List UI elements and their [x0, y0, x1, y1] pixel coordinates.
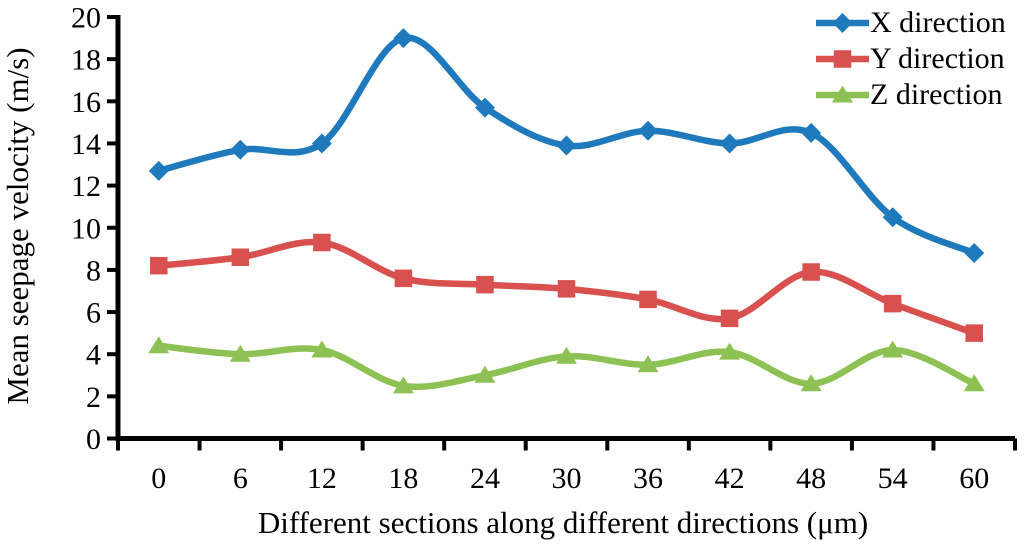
legend-label-z-direction: Z direction — [870, 78, 1003, 111]
series-y-direction-marker — [313, 233, 331, 252]
y-tick-label: 18 — [71, 44, 101, 77]
series-z-direction-marker — [719, 342, 741, 360]
legend-sample-z-direction-icon — [816, 85, 869, 103]
series-z-direction-marker — [963, 374, 985, 392]
series-z-direction-marker — [637, 355, 659, 373]
series-y-direction-marker — [883, 294, 902, 313]
series-z-direction-marker — [556, 346, 577, 364]
legend-label-x-direction: X direction — [870, 6, 1006, 39]
legend-label-y-direction: Y direction — [870, 42, 1005, 75]
x-tick-label: 48 — [796, 462, 826, 495]
series-y-direction-marker — [557, 280, 576, 298]
series-x-direction-marker — [801, 122, 822, 143]
series-y-direction-marker — [150, 256, 168, 275]
x-tick-label: 6 — [233, 462, 248, 495]
legend-item-z-direction: Z direction — [816, 77, 1006, 113]
series-z-direction-marker — [800, 374, 822, 392]
x-tick-label: 0 — [151, 462, 166, 495]
series-x-direction-marker — [556, 135, 577, 156]
series-x-direction-marker — [148, 160, 169, 181]
series-x-direction-marker — [311, 133, 332, 154]
legend-sample-x-direction-icon — [816, 13, 869, 33]
series-y-direction-marker — [394, 269, 413, 288]
series-z-direction-marker — [474, 365, 496, 383]
series-x-direction-marker — [393, 28, 414, 49]
x-tick-label: 42 — [715, 462, 745, 495]
series-y-direction-marker — [639, 290, 657, 309]
series-x-direction-marker — [474, 97, 495, 118]
series-x-direction-marker — [638, 120, 659, 141]
x-tick-label: 54 — [878, 462, 908, 495]
y-tick-label: 16 — [71, 86, 101, 119]
y-axis-title: Mean seepage velocity (m/s) — [0, 47, 35, 405]
legend-item-x-direction: X direction — [816, 5, 1006, 41]
series-y-direction-marker — [965, 324, 983, 342]
y-tick-label: 0 — [86, 423, 101, 456]
y-tick-label: 14 — [71, 128, 101, 161]
series-z-direction-marker — [229, 344, 251, 362]
legend-marker-z-direction — [832, 85, 853, 103]
series-y-direction-marker — [720, 309, 739, 328]
x-tick-label: 30 — [552, 462, 582, 495]
series-z-direction-marker — [882, 340, 904, 358]
series-z-direction-marker — [392, 376, 414, 394]
y-tick-label: 4 — [86, 339, 101, 372]
legend-marker-y-direction — [833, 50, 852, 68]
x-tick-label: 60 — [959, 462, 989, 495]
legend-item-y-direction: Y direction — [816, 41, 1006, 77]
series-y-direction-marker — [476, 275, 494, 294]
legend-sample-y-direction-icon — [816, 50, 869, 68]
y-tick-label: 6 — [86, 297, 101, 330]
series-z-direction-marker — [311, 340, 333, 358]
y-tick-label: 12 — [71, 170, 101, 203]
x-axis-title: Different sections along different direc… — [257, 505, 869, 540]
y-tick-label: 10 — [71, 212, 101, 245]
legend: X direction Y direction Z direction — [816, 5, 1006, 113]
x-tick-label: 24 — [470, 462, 500, 495]
series-x-direction-marker — [719, 133, 740, 154]
series-x-direction-marker — [964, 243, 985, 264]
x-tick-label: 36 — [633, 462, 663, 495]
x-tick-label: 12 — [307, 462, 337, 495]
y-tick-label: 2 — [86, 381, 101, 414]
y-tick-label: 20 — [71, 2, 101, 35]
x-tick-label: 18 — [388, 462, 418, 495]
series-x-direction-marker — [882, 207, 903, 228]
series-y-direction-marker — [802, 263, 820, 281]
y-tick-label: 8 — [86, 254, 101, 287]
legend-marker-x-direction — [832, 13, 853, 33]
series-x-direction-marker — [230, 139, 251, 160]
series-y-direction-marker — [231, 248, 250, 267]
series-z-direction-marker — [148, 336, 170, 354]
